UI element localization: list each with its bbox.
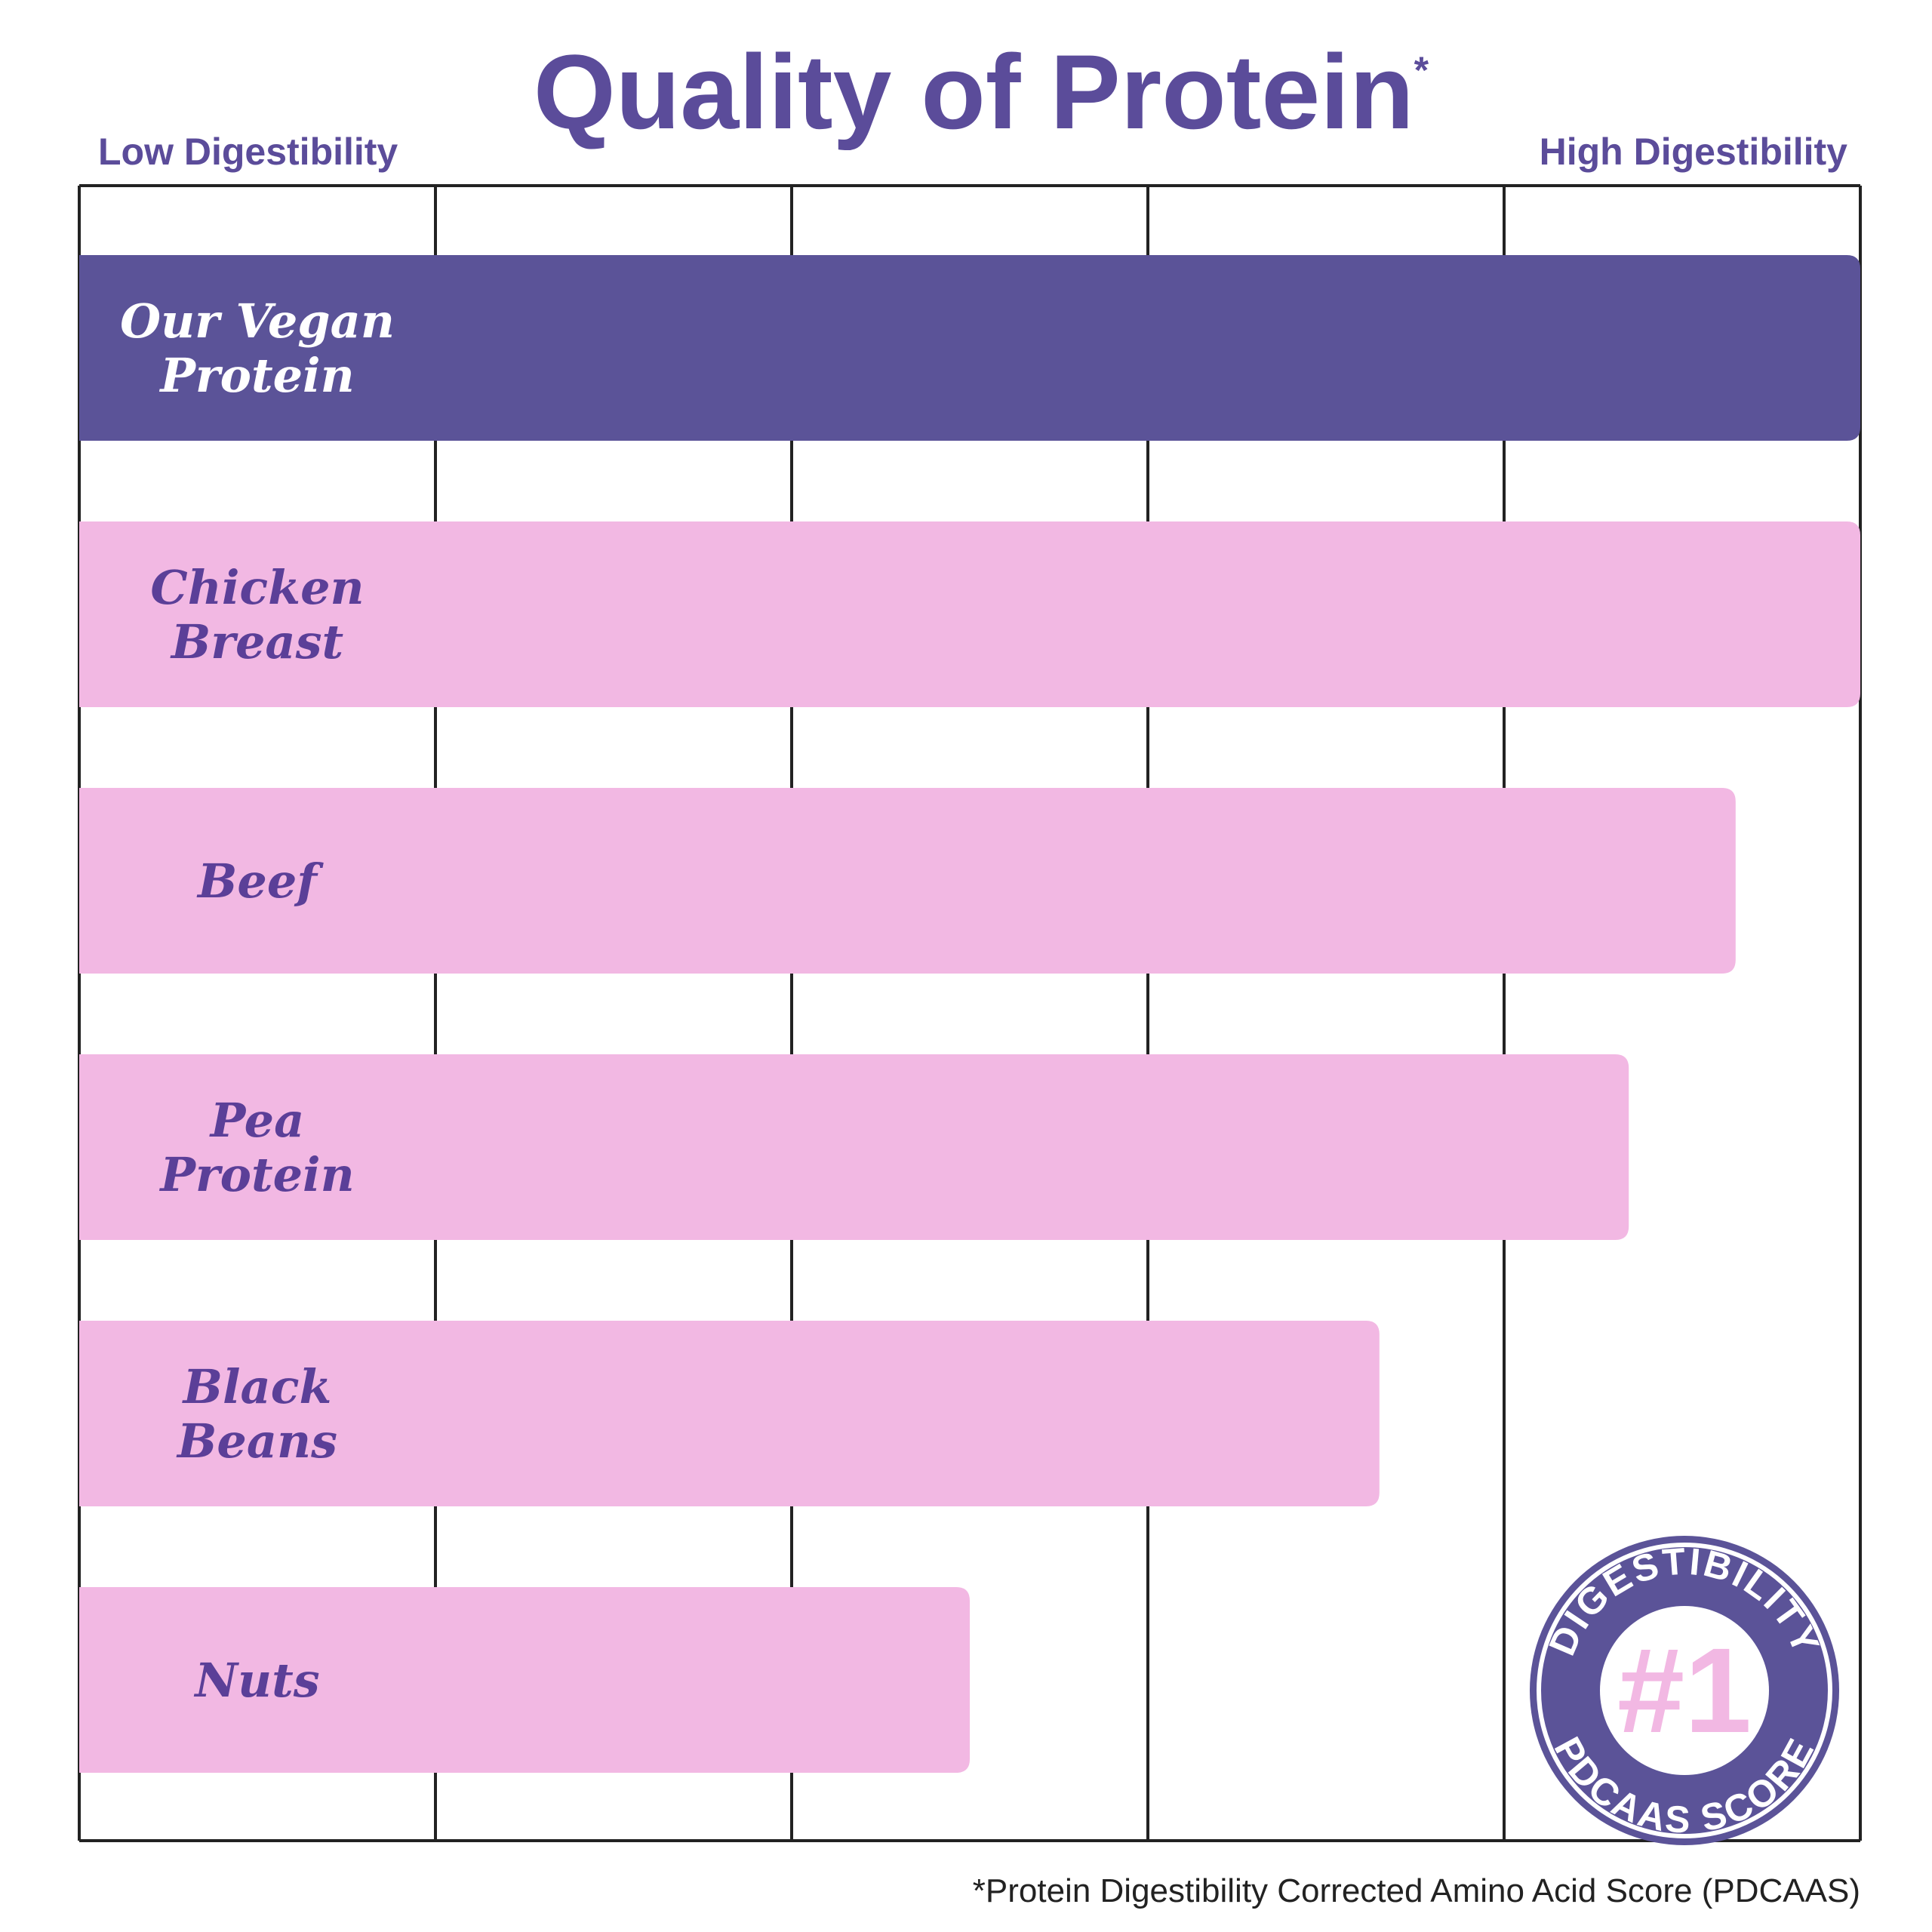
category-line: Chicken xyxy=(150,560,364,615)
left-label: Low Digestibility xyxy=(98,131,398,173)
category-line: Protein xyxy=(158,348,354,403)
title-text: Quality of Protein xyxy=(534,32,1414,151)
badge: DIGESTIBILITY PDCAAS SCORE #1 xyxy=(1530,1536,1839,1845)
category-label: Nuts xyxy=(193,1653,319,1708)
badge-ring xyxy=(1537,1543,1832,1838)
category-line: Black xyxy=(182,1359,332,1414)
title-mark: * xyxy=(1414,49,1429,91)
category-label: Black Beans xyxy=(176,1359,337,1469)
right-label: High Digestibility xyxy=(1540,131,1848,173)
bar xyxy=(79,1321,1380,1506)
badge-number: #1 xyxy=(1617,1623,1752,1758)
category-line: Beef xyxy=(196,854,324,909)
category-label: Pea Protein xyxy=(158,1093,354,1202)
badge-center xyxy=(1600,1606,1769,1775)
bar xyxy=(79,1587,970,1773)
category-line: Protein xyxy=(158,1147,354,1202)
bar xyxy=(79,521,1860,707)
category-label: Our Vegan Protein xyxy=(120,294,395,403)
category-line: Nuts xyxy=(193,1653,319,1708)
bar xyxy=(79,255,1860,441)
category-line: Pea xyxy=(209,1093,305,1148)
category-label: Chicken Breast xyxy=(150,560,364,669)
category-line: Beans xyxy=(176,1414,337,1469)
footnote: *Protein Digestibility Corrected Amino A… xyxy=(973,1872,1860,1909)
category-label: Beef xyxy=(196,854,324,909)
category-line: Our Vegan xyxy=(120,294,395,349)
category-line: Breast xyxy=(170,614,344,669)
chart-title: Quality of Protein* xyxy=(534,32,1429,151)
bar xyxy=(79,1054,1629,1240)
bar xyxy=(79,788,1736,974)
